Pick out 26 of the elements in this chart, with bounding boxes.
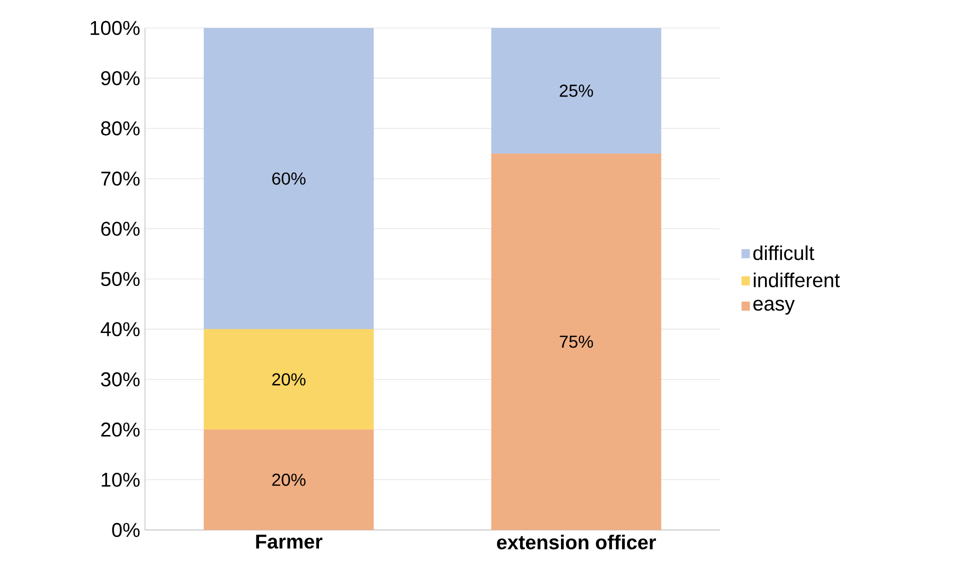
x-tick-label: extension officer: [497, 534, 656, 550]
y-tick-label: 100%: [90, 20, 140, 36]
y-tick-label: 0%: [112, 522, 140, 538]
y-tick-label: 60%: [101, 222, 140, 236]
bar: [204, 28, 374, 330]
y-tick-label: 10%: [102, 472, 140, 487]
legend-label: indifferent: [754, 272, 840, 288]
data-label: 25%: [560, 84, 593, 97]
data-label: 75%: [560, 336, 593, 348]
legend-label: easy: [753, 300, 795, 315]
y-tick-label: 70%: [101, 172, 140, 186]
y-tick-label: 50%: [101, 272, 140, 286]
data-label: 20%: [272, 474, 306, 486]
bar: [491, 153, 662, 530]
bar: [204, 329, 374, 430]
bar: [204, 430, 374, 530]
y-tick-label: 30%: [101, 372, 140, 386]
legend-label: difficult: [753, 245, 814, 260]
y-tick-label: 40%: [100, 322, 140, 336]
bar: [491, 28, 662, 154]
y-tick-label: 20%: [101, 422, 140, 437]
data-label: 60%: [272, 172, 306, 185]
x-tick-label: Farmer: [256, 534, 322, 549]
data-label: 20%: [272, 373, 306, 386]
y-tick-label: 80%: [101, 121, 140, 136]
y-tick-label: 90%: [101, 71, 140, 86]
